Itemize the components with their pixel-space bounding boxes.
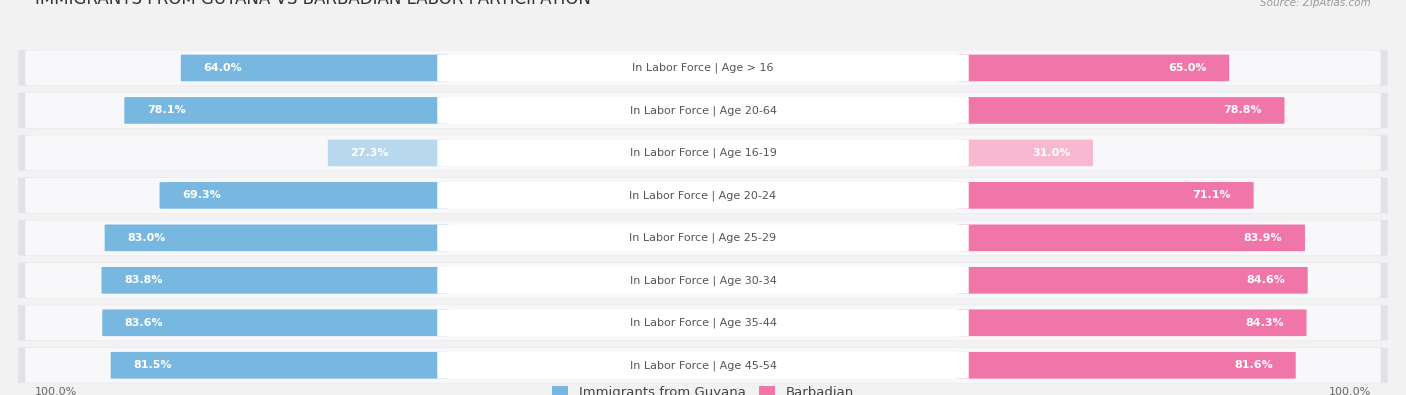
FancyBboxPatch shape [957,139,1092,166]
Text: 64.0%: 64.0% [204,63,242,73]
Text: 100.0%: 100.0% [35,387,77,395]
FancyBboxPatch shape [25,348,1381,383]
FancyBboxPatch shape [181,55,449,81]
FancyBboxPatch shape [101,267,449,293]
FancyBboxPatch shape [957,182,1254,209]
FancyBboxPatch shape [437,309,969,336]
FancyBboxPatch shape [18,347,1388,383]
FancyBboxPatch shape [18,50,1388,86]
FancyBboxPatch shape [18,135,1388,171]
FancyBboxPatch shape [957,309,1306,336]
FancyBboxPatch shape [104,224,449,251]
FancyBboxPatch shape [124,97,449,124]
FancyBboxPatch shape [25,135,1381,171]
Text: In Labor Force | Age 35-44: In Labor Force | Age 35-44 [630,318,776,328]
FancyBboxPatch shape [25,93,1381,128]
FancyBboxPatch shape [25,220,1381,256]
FancyBboxPatch shape [328,139,449,166]
FancyBboxPatch shape [18,262,1388,298]
FancyBboxPatch shape [111,352,449,378]
FancyBboxPatch shape [957,97,1285,124]
FancyBboxPatch shape [437,55,969,81]
Text: In Labor Force | Age 30-34: In Labor Force | Age 30-34 [630,275,776,286]
FancyBboxPatch shape [18,305,1388,341]
Text: 71.1%: 71.1% [1192,190,1232,200]
Text: 83.8%: 83.8% [124,275,163,285]
FancyBboxPatch shape [437,352,969,378]
FancyBboxPatch shape [957,224,1305,251]
Text: IMMIGRANTS FROM GUYANA VS BARBADIAN LABOR PARTICIPATION: IMMIGRANTS FROM GUYANA VS BARBADIAN LABO… [35,0,591,8]
Text: Source: ZipAtlas.com: Source: ZipAtlas.com [1260,0,1371,8]
FancyBboxPatch shape [957,267,1308,293]
FancyBboxPatch shape [957,55,1229,81]
Text: 78.1%: 78.1% [146,105,186,115]
Text: 83.6%: 83.6% [125,318,163,328]
Text: 100.0%: 100.0% [1329,387,1371,395]
FancyBboxPatch shape [18,92,1388,128]
Text: In Labor Force | Age 20-64: In Labor Force | Age 20-64 [630,105,776,116]
FancyBboxPatch shape [18,220,1388,256]
Text: 69.3%: 69.3% [181,190,221,200]
FancyBboxPatch shape [25,178,1381,213]
FancyBboxPatch shape [25,50,1381,86]
Text: 81.5%: 81.5% [134,360,172,370]
Text: 81.6%: 81.6% [1234,360,1274,370]
Text: In Labor Force | Age > 16: In Labor Force | Age > 16 [633,63,773,73]
Text: 84.6%: 84.6% [1246,275,1285,285]
Text: 83.0%: 83.0% [127,233,166,243]
Text: 27.3%: 27.3% [350,148,389,158]
Text: In Labor Force | Age 16-19: In Labor Force | Age 16-19 [630,148,776,158]
FancyBboxPatch shape [437,139,969,166]
FancyBboxPatch shape [159,182,449,209]
FancyBboxPatch shape [957,352,1296,378]
Text: 65.0%: 65.0% [1168,63,1206,73]
Legend: Immigrants from Guyana, Barbadian: Immigrants from Guyana, Barbadian [547,381,859,395]
FancyBboxPatch shape [103,309,449,336]
FancyBboxPatch shape [25,305,1381,340]
FancyBboxPatch shape [437,97,969,124]
Text: 83.9%: 83.9% [1244,233,1282,243]
Text: 78.8%: 78.8% [1223,105,1263,115]
FancyBboxPatch shape [18,177,1388,213]
Text: In Labor Force | Age 25-29: In Labor Force | Age 25-29 [630,233,776,243]
Text: In Labor Force | Age 45-54: In Labor Force | Age 45-54 [630,360,776,371]
Text: 31.0%: 31.0% [1032,148,1070,158]
Text: 84.3%: 84.3% [1246,318,1284,328]
FancyBboxPatch shape [437,182,969,209]
FancyBboxPatch shape [437,267,969,293]
Text: In Labor Force | Age 20-24: In Labor Force | Age 20-24 [630,190,776,201]
FancyBboxPatch shape [25,263,1381,298]
FancyBboxPatch shape [437,224,969,251]
